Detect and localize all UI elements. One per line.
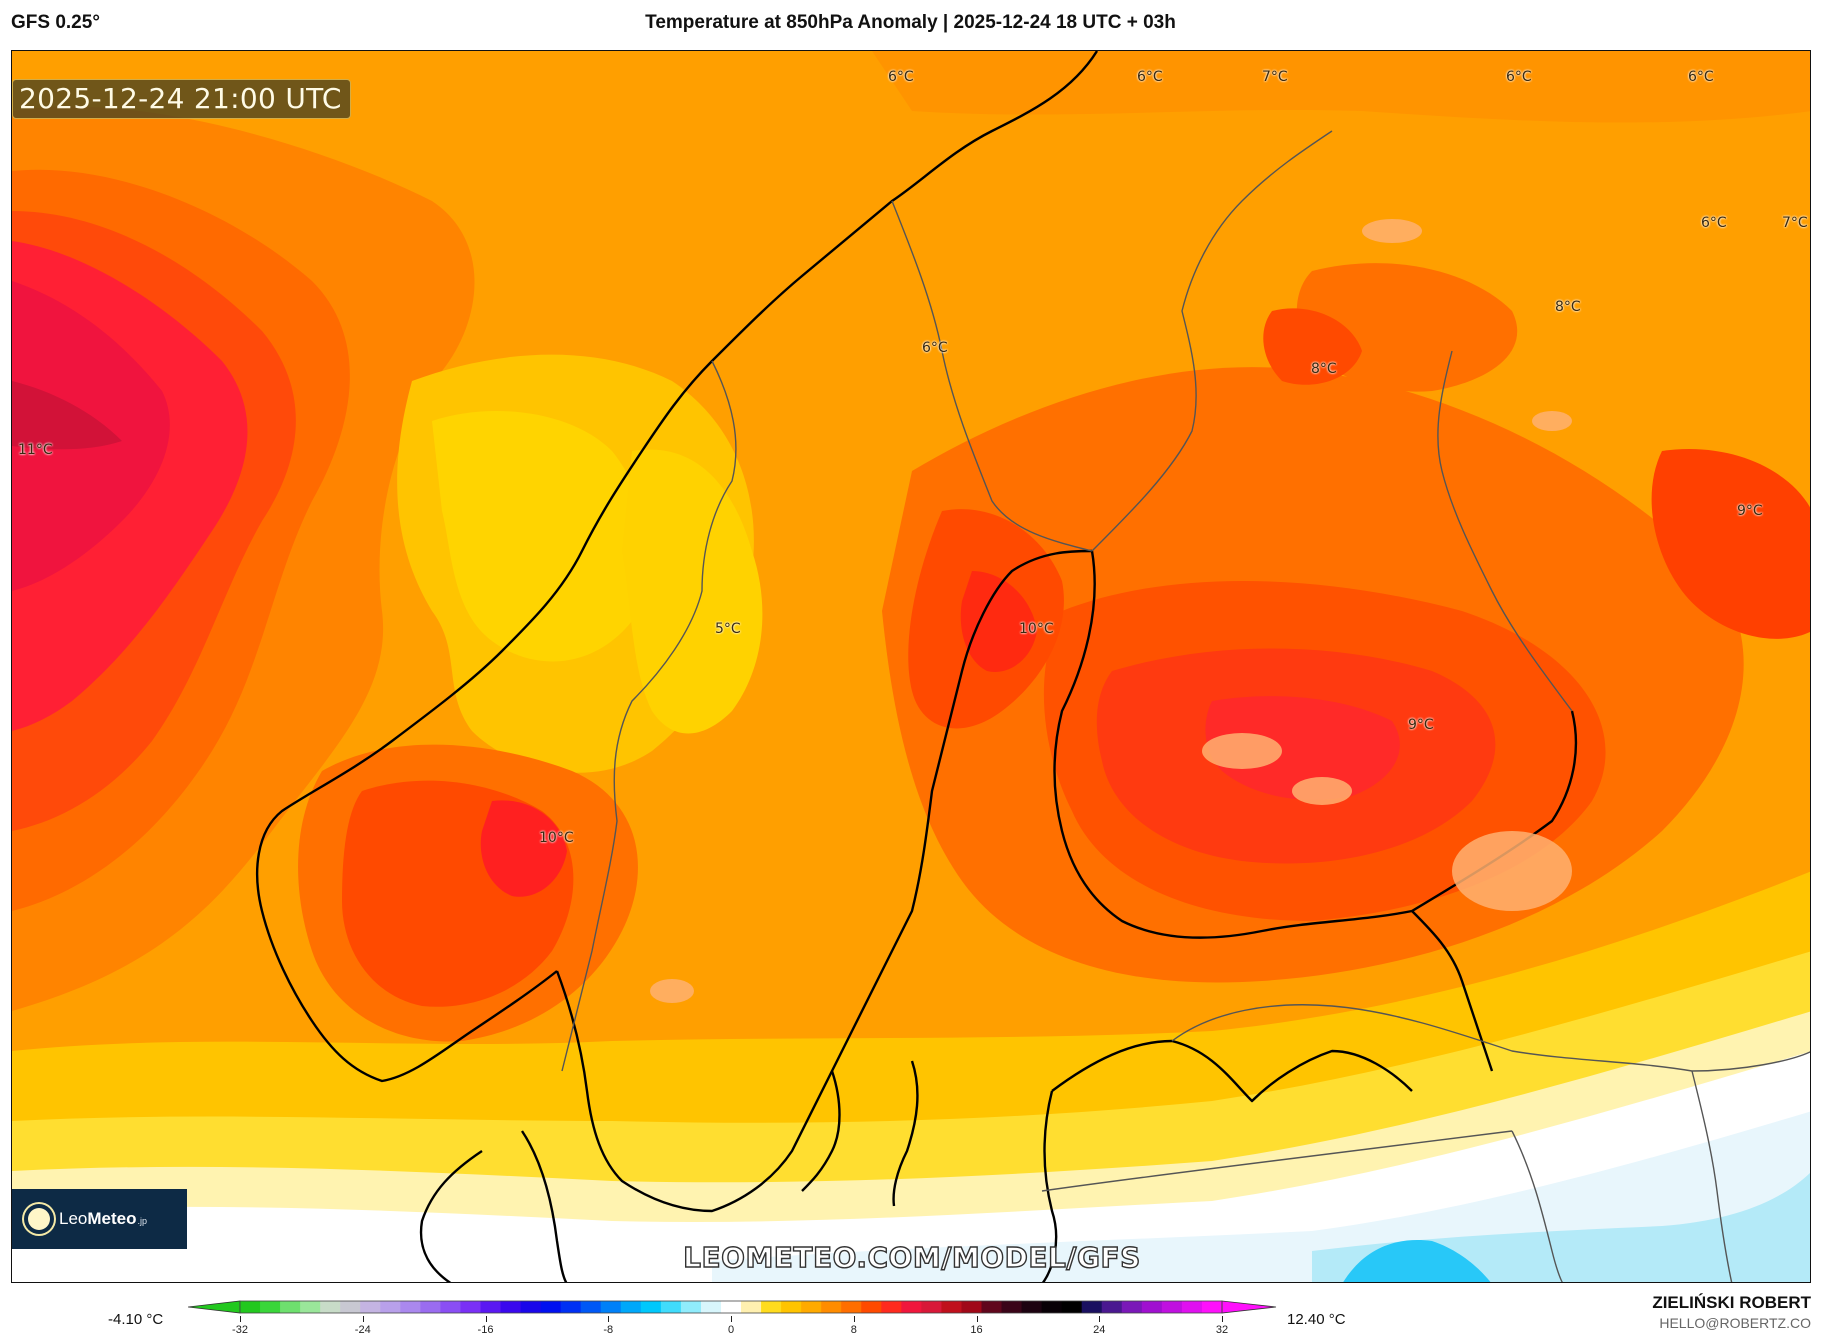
colorbar-tick (853, 1316, 855, 1322)
temperature-anomaly-map[interactable]: 2025-12-24 21:00 UTC 6°C 6°C 7°C 6°C 6°C… (11, 50, 1811, 1283)
colorbar-tick (731, 1316, 732, 1322)
isotherm-label: 6°C (888, 69, 914, 85)
isotherm-label: 8°C (1555, 299, 1581, 315)
colorbar-tick (1099, 1316, 1101, 1322)
colorbar-max-label: 12.40 °C (1287, 1311, 1346, 1328)
isotherm-label: 7°C (1262, 69, 1288, 85)
chart-title: Temperature at 850hPa Anomaly | 2025-12-… (645, 12, 1176, 33)
colorbar-tick (608, 1316, 610, 1322)
colorbar-tick (362, 1316, 364, 1322)
sun-icon (28, 1208, 50, 1230)
source-watermark: LEOMETEO.COM/MODEL/GFS (682, 1240, 1141, 1274)
leometeo-logo[interactable]: LeoMeteo.jp (12, 1189, 187, 1249)
colorbar-gradient (187, 1300, 1277, 1314)
isotherm-label: 10°C (1019, 621, 1054, 637)
isotherm-label: 8°C (1311, 361, 1337, 377)
isotherm-label: 6°C (1137, 69, 1163, 85)
colorbar-tick (240, 1316, 241, 1322)
colorbar-tick (485, 1316, 487, 1322)
colorbar-tick-label: 32 (1215, 1324, 1229, 1336)
colorbar-tick (1222, 1316, 1223, 1322)
isotherm-label: 6°C (1701, 215, 1727, 231)
valid-time-badge: 2025-12-24 21:00 UTC (12, 79, 351, 119)
logo-name-light: Leo (59, 1209, 88, 1228)
logo-name-bold: Meteo (87, 1209, 137, 1228)
colorbar-tick-label: 8 (850, 1324, 857, 1336)
isotherm-label: 9°C (1737, 503, 1763, 519)
isotherm-label: 7°C (1782, 215, 1808, 231)
isotherm-label: 11°C (18, 442, 53, 458)
colorbar-tick-label: -8 (603, 1324, 614, 1336)
colorbar-min-label: -4.10 °C (108, 1311, 164, 1328)
colorbar (187, 1299, 1278, 1319)
logo-suffix: .jp (137, 1216, 148, 1226)
isotherm-label: 6°C (1506, 69, 1532, 85)
colorbar-tick-label: 16 (970, 1324, 983, 1336)
isotherm-label: 6°C (1688, 69, 1714, 85)
colorbar-tick-label: -32 (232, 1324, 248, 1336)
isotherm-label: 6°C (922, 340, 948, 356)
colorbar-tick-label: -24 (354, 1324, 371, 1336)
author-email: HELLO@ROBERTZ.CO (1659, 1315, 1811, 1331)
colorbar-tick (976, 1316, 978, 1322)
isotherm-label: 10°C (539, 830, 574, 846)
colorbar-tick-label: 24 (1093, 1324, 1106, 1336)
isotherm-label: 9°C (1408, 717, 1434, 733)
map-field (12, 51, 1810, 1282)
author-name: ZIELIŃSKI ROBERT (1652, 1293, 1811, 1312)
colorbar-tick-label: -16 (477, 1324, 494, 1336)
isotherm-label: 5°C (715, 621, 741, 637)
colorbar-tick-label: 0 (727, 1324, 735, 1336)
model-label: GFS 0.25° (11, 12, 100, 33)
